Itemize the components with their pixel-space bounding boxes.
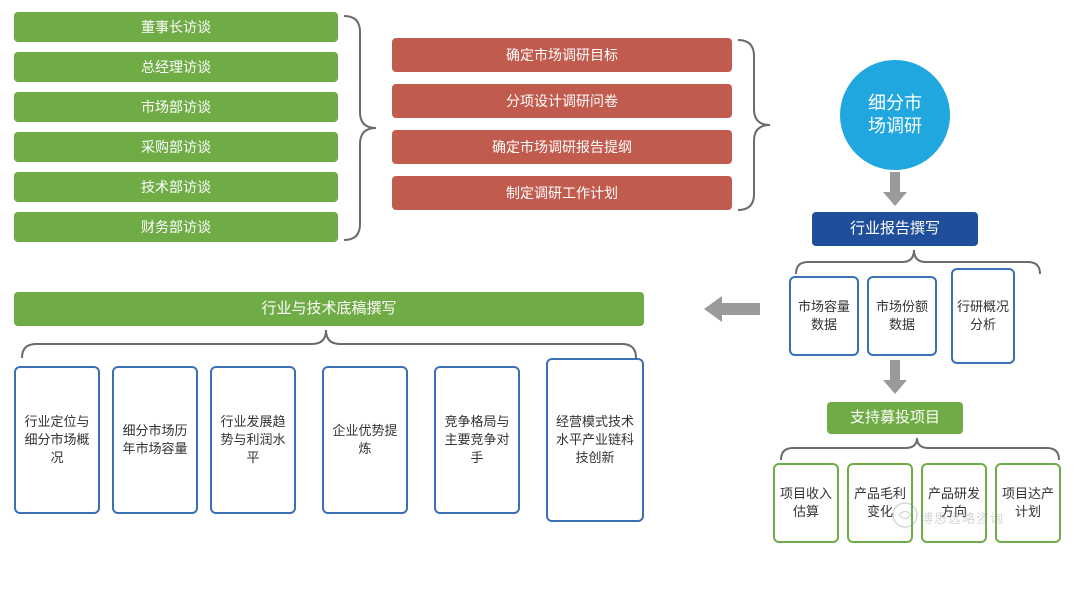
outline-industry-overview: 行研概况分析 [951, 268, 1015, 364]
arrow-left-icon [700, 294, 760, 324]
interview-purchasing: 采购部访谈 [14, 132, 338, 162]
outline-biz-model: 经营模式技术水平产业链科技创新 [546, 358, 644, 522]
bracket-bottom4-icon [775, 436, 1065, 462]
outline-market-share: 市场份额数据 [867, 276, 937, 356]
interview-chairman: 董事长访谈 [14, 12, 338, 42]
outline-trend-profit: 行业发展趋势与利润水平 [210, 366, 296, 514]
outline-advantage: 企业优势提炼 [322, 366, 408, 514]
green-support-box: 支持募投项目 [827, 402, 963, 434]
outline-competition: 竞争格局与主要竞争对手 [434, 366, 520, 514]
arrow-down-2-icon [880, 360, 910, 400]
blue-report-box: 行业报告撰写 [812, 212, 978, 246]
watermark-text: 博思远略咨询 [920, 508, 1004, 527]
interview-tech: 技术部访谈 [14, 172, 338, 202]
circle-label: 细分市场调研 [860, 92, 930, 139]
watermark-logo-icon [892, 502, 918, 528]
bracket-wide6-icon [16, 328, 642, 362]
arrow-down-1-icon [880, 172, 910, 212]
interview-gm: 总经理访谈 [14, 52, 338, 82]
step-goal: 确定市场调研目标 [392, 38, 732, 72]
outline-rd-direction: 产品研发方向 [921, 463, 987, 543]
step-outline: 确定市场调研报告提纲 [392, 130, 732, 164]
outline-reach-plan: 项目达产计划 [995, 463, 1061, 543]
bracket-mid-icon [738, 36, 778, 214]
interview-finance: 财务部访谈 [14, 212, 338, 242]
step-questionnaire: 分项设计调研问卷 [392, 84, 732, 118]
bracket-left-icon [344, 12, 384, 244]
outline-historical-cap: 细分市场历年市场容量 [112, 366, 198, 514]
outline-industry-pos: 行业定位与细分市场概况 [14, 366, 100, 514]
circle-research: 细分市场调研 [840, 60, 950, 170]
step-plan: 制定调研工作计划 [392, 176, 732, 210]
outline-market-cap: 市场容量数据 [789, 276, 859, 356]
interview-marketing: 市场部访谈 [14, 92, 338, 122]
wide-green-bar: 行业与技术底稿撰写 [14, 292, 644, 326]
outline-proj-income: 项目收入估算 [773, 463, 839, 543]
